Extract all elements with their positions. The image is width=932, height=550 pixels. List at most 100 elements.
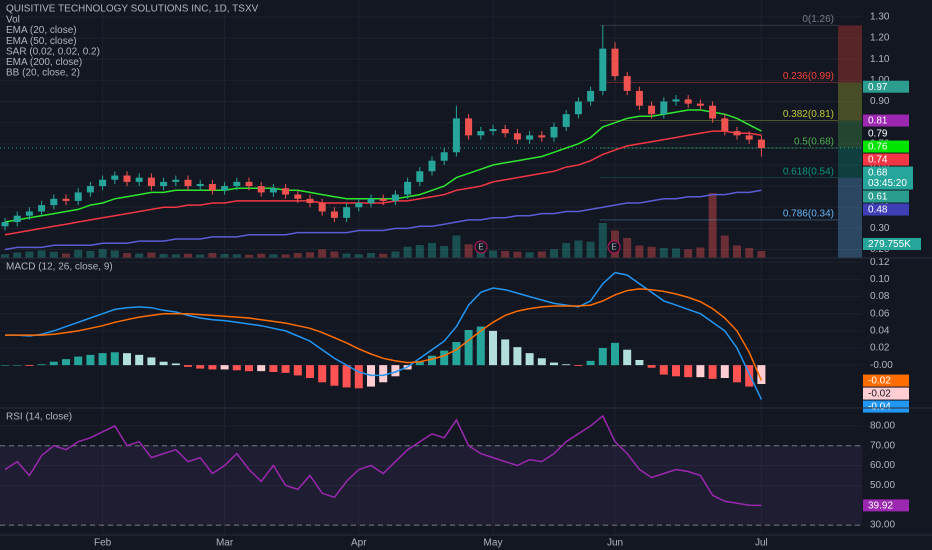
- pane-title: MACD (12, 26, close, 9): [6, 262, 113, 273]
- candle-body: [13, 215, 21, 223]
- candle-body: [465, 118, 473, 136]
- volume-tag-label: 279.755K: [868, 239, 911, 250]
- y-tick-label: 60.00: [870, 460, 895, 471]
- histogram-bar: [98, 353, 107, 366]
- histogram-bar: [391, 365, 400, 377]
- histogram-bar: [623, 349, 632, 366]
- earnings-marker: [474, 240, 488, 254]
- histogram-bar: [74, 356, 83, 366]
- candle-body: [135, 177, 143, 182]
- volume-bar: [623, 238, 632, 258]
- histogram-bar: [440, 350, 449, 366]
- fib-label: 0.382(0.81): [783, 109, 834, 120]
- histogram-bar: [147, 357, 156, 366]
- candle-body: [306, 198, 314, 204]
- band-fill: [0, 445, 862, 526]
- legend-entry: Vol: [6, 15, 20, 26]
- fib-zone: [838, 219, 862, 258]
- candle-body: [623, 76, 631, 91]
- histogram-bar: [306, 365, 314, 378]
- candle-body: [635, 90, 643, 106]
- volume-bar: [147, 252, 156, 258]
- histogram-bar: [574, 365, 583, 366]
- candle-body: [294, 194, 302, 199]
- volume-bar: [281, 254, 290, 258]
- volume-bar: [489, 250, 497, 258]
- macd-line: [5, 288, 763, 381]
- candle-body: [672, 99, 680, 102]
- candle-body: [38, 205, 46, 212]
- volume-bar: [757, 251, 766, 258]
- price-tag-label: -0.02: [868, 376, 891, 387]
- histogram-bar: [415, 361, 424, 366]
- volume-bar: [86, 251, 95, 258]
- volume-bar: [293, 253, 302, 258]
- candle-body: [477, 131, 485, 136]
- price-tag-label: 0.61: [868, 192, 888, 203]
- volume-bar: [318, 249, 327, 258]
- candle-body: [160, 181, 168, 187]
- fib-label: 0.236(0.99): [783, 71, 834, 82]
- fib-zone: [838, 148, 862, 178]
- volume-bar: [525, 252, 534, 258]
- volume-bar: [269, 254, 278, 258]
- price-tag-label: 0.97: [868, 82, 888, 93]
- volume-bar: [208, 253, 217, 258]
- price-tag-label: 0.74: [868, 155, 888, 166]
- price-tag: [863, 127, 909, 140]
- volume-bar: [354, 254, 363, 258]
- volume-bar: [513, 251, 522, 258]
- candle-body: [25, 211, 33, 216]
- price-tag-label: 0.81: [868, 116, 888, 127]
- y-tick-label: 0.10: [870, 274, 890, 285]
- price-tag-label: 0.79: [868, 129, 888, 140]
- volume-bar: [25, 251, 34, 258]
- volume-bar: [562, 243, 571, 258]
- candle-body: [648, 105, 656, 115]
- volume-bar: [708, 193, 717, 258]
- x-tick-label: Mar: [216, 538, 234, 549]
- candle-body: [721, 118, 729, 132]
- volume-bar: [428, 243, 436, 258]
- volume-bar: [342, 253, 351, 258]
- candle-body: [245, 181, 253, 187]
- candle-body: [733, 131, 741, 136]
- candle-body: [355, 203, 363, 208]
- y-tick-label: 0.08: [870, 291, 890, 302]
- y-tick-label: 0.06: [870, 308, 890, 319]
- candle-body: [587, 90, 595, 102]
- histogram-bar: [672, 365, 680, 377]
- x-tick-label: May: [484, 538, 503, 549]
- volume-bar: [330, 251, 339, 258]
- candle-body: [440, 152, 448, 161]
- volume-bar: [647, 246, 656, 258]
- fib-zone: [838, 82, 862, 121]
- candle-body: [404, 181, 412, 195]
- x-tick-label: Jun: [607, 538, 623, 549]
- price-tag-label: 0.76: [868, 142, 888, 153]
- candle-body: [538, 135, 546, 138]
- volume-bar: [672, 248, 680, 258]
- countdown: 03:45:20: [868, 178, 907, 189]
- histogram-bar: [37, 364, 46, 366]
- candle-body: [599, 48, 607, 91]
- volume-bar: [403, 246, 412, 258]
- volume-bar: [220, 254, 229, 258]
- volume-bar: [62, 253, 70, 258]
- candle-body: [172, 179, 180, 182]
- candle-body: [208, 183, 216, 191]
- y-tick-label: 0.30: [870, 223, 890, 234]
- histogram-bar: [1, 365, 9, 366]
- candle-body: [696, 103, 704, 106]
- volume-tag: [863, 238, 921, 250]
- candle-body: [574, 101, 582, 115]
- fib-label: 0.5(0.68): [794, 137, 834, 148]
- volume-bar: [1, 254, 9, 258]
- candle-body: [1, 222, 9, 227]
- price-tag: [863, 400, 909, 413]
- candle-body: [269, 188, 277, 193]
- histogram-bar: [293, 365, 302, 376]
